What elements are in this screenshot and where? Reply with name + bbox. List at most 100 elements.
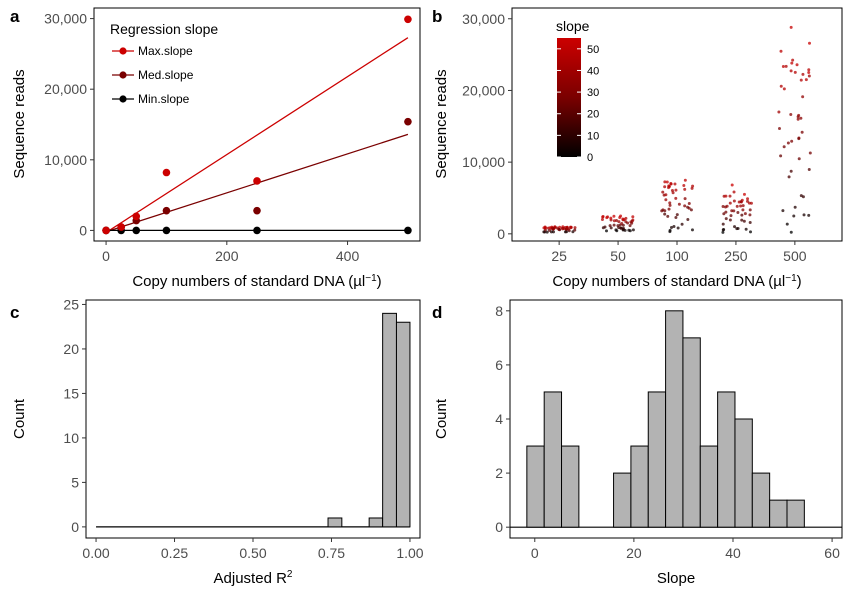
data-point (676, 226, 680, 230)
data-point (548, 226, 552, 230)
panel-a-xtick-label: 0 (102, 248, 110, 264)
panel-a-xtick-label: 200 (215, 248, 239, 264)
data-point-0 (404, 15, 412, 24)
legend-med-label: Med.slope (138, 68, 194, 82)
panel-letter-b: b (432, 7, 442, 26)
data-point (545, 230, 549, 234)
data-point (562, 227, 566, 231)
panel-c-marks (96, 312, 411, 528)
data-point (782, 87, 786, 91)
colorbar-tick-label: 0 (587, 152, 593, 164)
data-point-0 (162, 168, 171, 177)
data-point (552, 230, 556, 234)
data-point (800, 130, 804, 134)
data-point (804, 78, 808, 82)
data-point (683, 197, 687, 201)
data-point (667, 207, 671, 211)
data-point (669, 182, 673, 186)
panel-c-ylabel: Count (11, 398, 28, 439)
panel-a-legend: Regression slope Max.slope Med.slope Min… (110, 21, 218, 106)
colorbar-gradient (557, 38, 581, 157)
data-point (664, 198, 668, 202)
data-point (664, 193, 668, 197)
data-point (789, 113, 793, 117)
data-point-0 (117, 223, 125, 231)
panel-c-ytick-label: 5 (71, 474, 79, 490)
data-point (543, 226, 547, 230)
panel-b-colorbar: slope 0 10 20 30 40 50 (556, 18, 599, 164)
panel-a-ticks: 0 10,000 20,000 30,000 0 200 400 (44, 11, 359, 264)
data-point-2 (162, 226, 171, 235)
data-point (795, 63, 799, 67)
colorbar-tick-label: 30 (587, 87, 599, 99)
data-point (802, 213, 806, 217)
data-point (732, 199, 736, 203)
data-point (748, 213, 752, 217)
colorbar-tick-label: 50 (587, 44, 599, 56)
histogram-bar (751, 472, 771, 528)
histogram-bar (613, 472, 632, 528)
panel-c-ytick-label: 0 (71, 519, 79, 535)
data-point (782, 145, 786, 149)
data-point (600, 217, 604, 221)
panel-a-marks (102, 15, 412, 235)
data-point (677, 202, 681, 206)
panel-a-ytick-label: 20,000 (44, 81, 87, 97)
data-point (797, 157, 801, 161)
histogram-bar (647, 391, 667, 528)
data-point (779, 154, 783, 158)
data-point (565, 230, 569, 234)
histogram-bar (395, 321, 411, 528)
histogram-bar (734, 418, 753, 528)
panel-b-xlabel: Copy numbers of standard DNA (µl−1) (552, 273, 801, 290)
panel-d-ytick-label: 4 (495, 411, 503, 427)
data-point (807, 74, 811, 78)
data-point (744, 227, 748, 231)
panel-c-ytick-label: 10 (63, 430, 79, 446)
panel-b-xtick-label: 25 (551, 248, 567, 264)
data-point (686, 217, 690, 221)
data-point (728, 218, 732, 222)
data-point-1 (162, 206, 171, 215)
data-point (621, 217, 625, 221)
data-point (801, 95, 805, 99)
data-point (796, 117, 800, 121)
data-point (739, 204, 743, 208)
data-point (628, 224, 632, 228)
histogram-bar (382, 312, 397, 528)
colorbar-title: slope (556, 18, 590, 34)
panel-b-xtick-label: 250 (724, 248, 748, 264)
data-point (612, 214, 616, 218)
panel-letter-a: a (10, 7, 20, 26)
data-point (790, 139, 794, 143)
data-point (735, 204, 739, 208)
data-point (631, 228, 635, 232)
data-point (789, 169, 793, 173)
data-point (729, 214, 733, 218)
colorbar-ticks: 0 10 20 30 40 50 (557, 44, 599, 164)
data-point (660, 209, 664, 213)
panel-d-ytick-label: 2 (495, 465, 503, 481)
data-point (665, 180, 669, 184)
data-point (736, 210, 740, 214)
data-point (797, 137, 801, 141)
data-point (663, 209, 667, 213)
data-point (617, 226, 621, 230)
histogram-bar (526, 445, 545, 528)
data-point (663, 185, 667, 189)
data-point (722, 212, 726, 216)
data-point (674, 215, 678, 219)
data-point (807, 68, 811, 72)
data-point (674, 196, 678, 200)
data-point (568, 225, 572, 229)
data-point (690, 228, 694, 232)
panel-d: 0 2 4 6 8 0 20 40 60 Slope Count (433, 299, 843, 587)
panel-c-xtick-label: 0.25 (161, 545, 188, 561)
data-point (672, 225, 676, 229)
data-point (618, 216, 622, 220)
panel-d-xtick-label: 0 (531, 545, 539, 561)
data-point (781, 209, 785, 213)
data-point (675, 213, 679, 217)
data-point (808, 151, 812, 155)
